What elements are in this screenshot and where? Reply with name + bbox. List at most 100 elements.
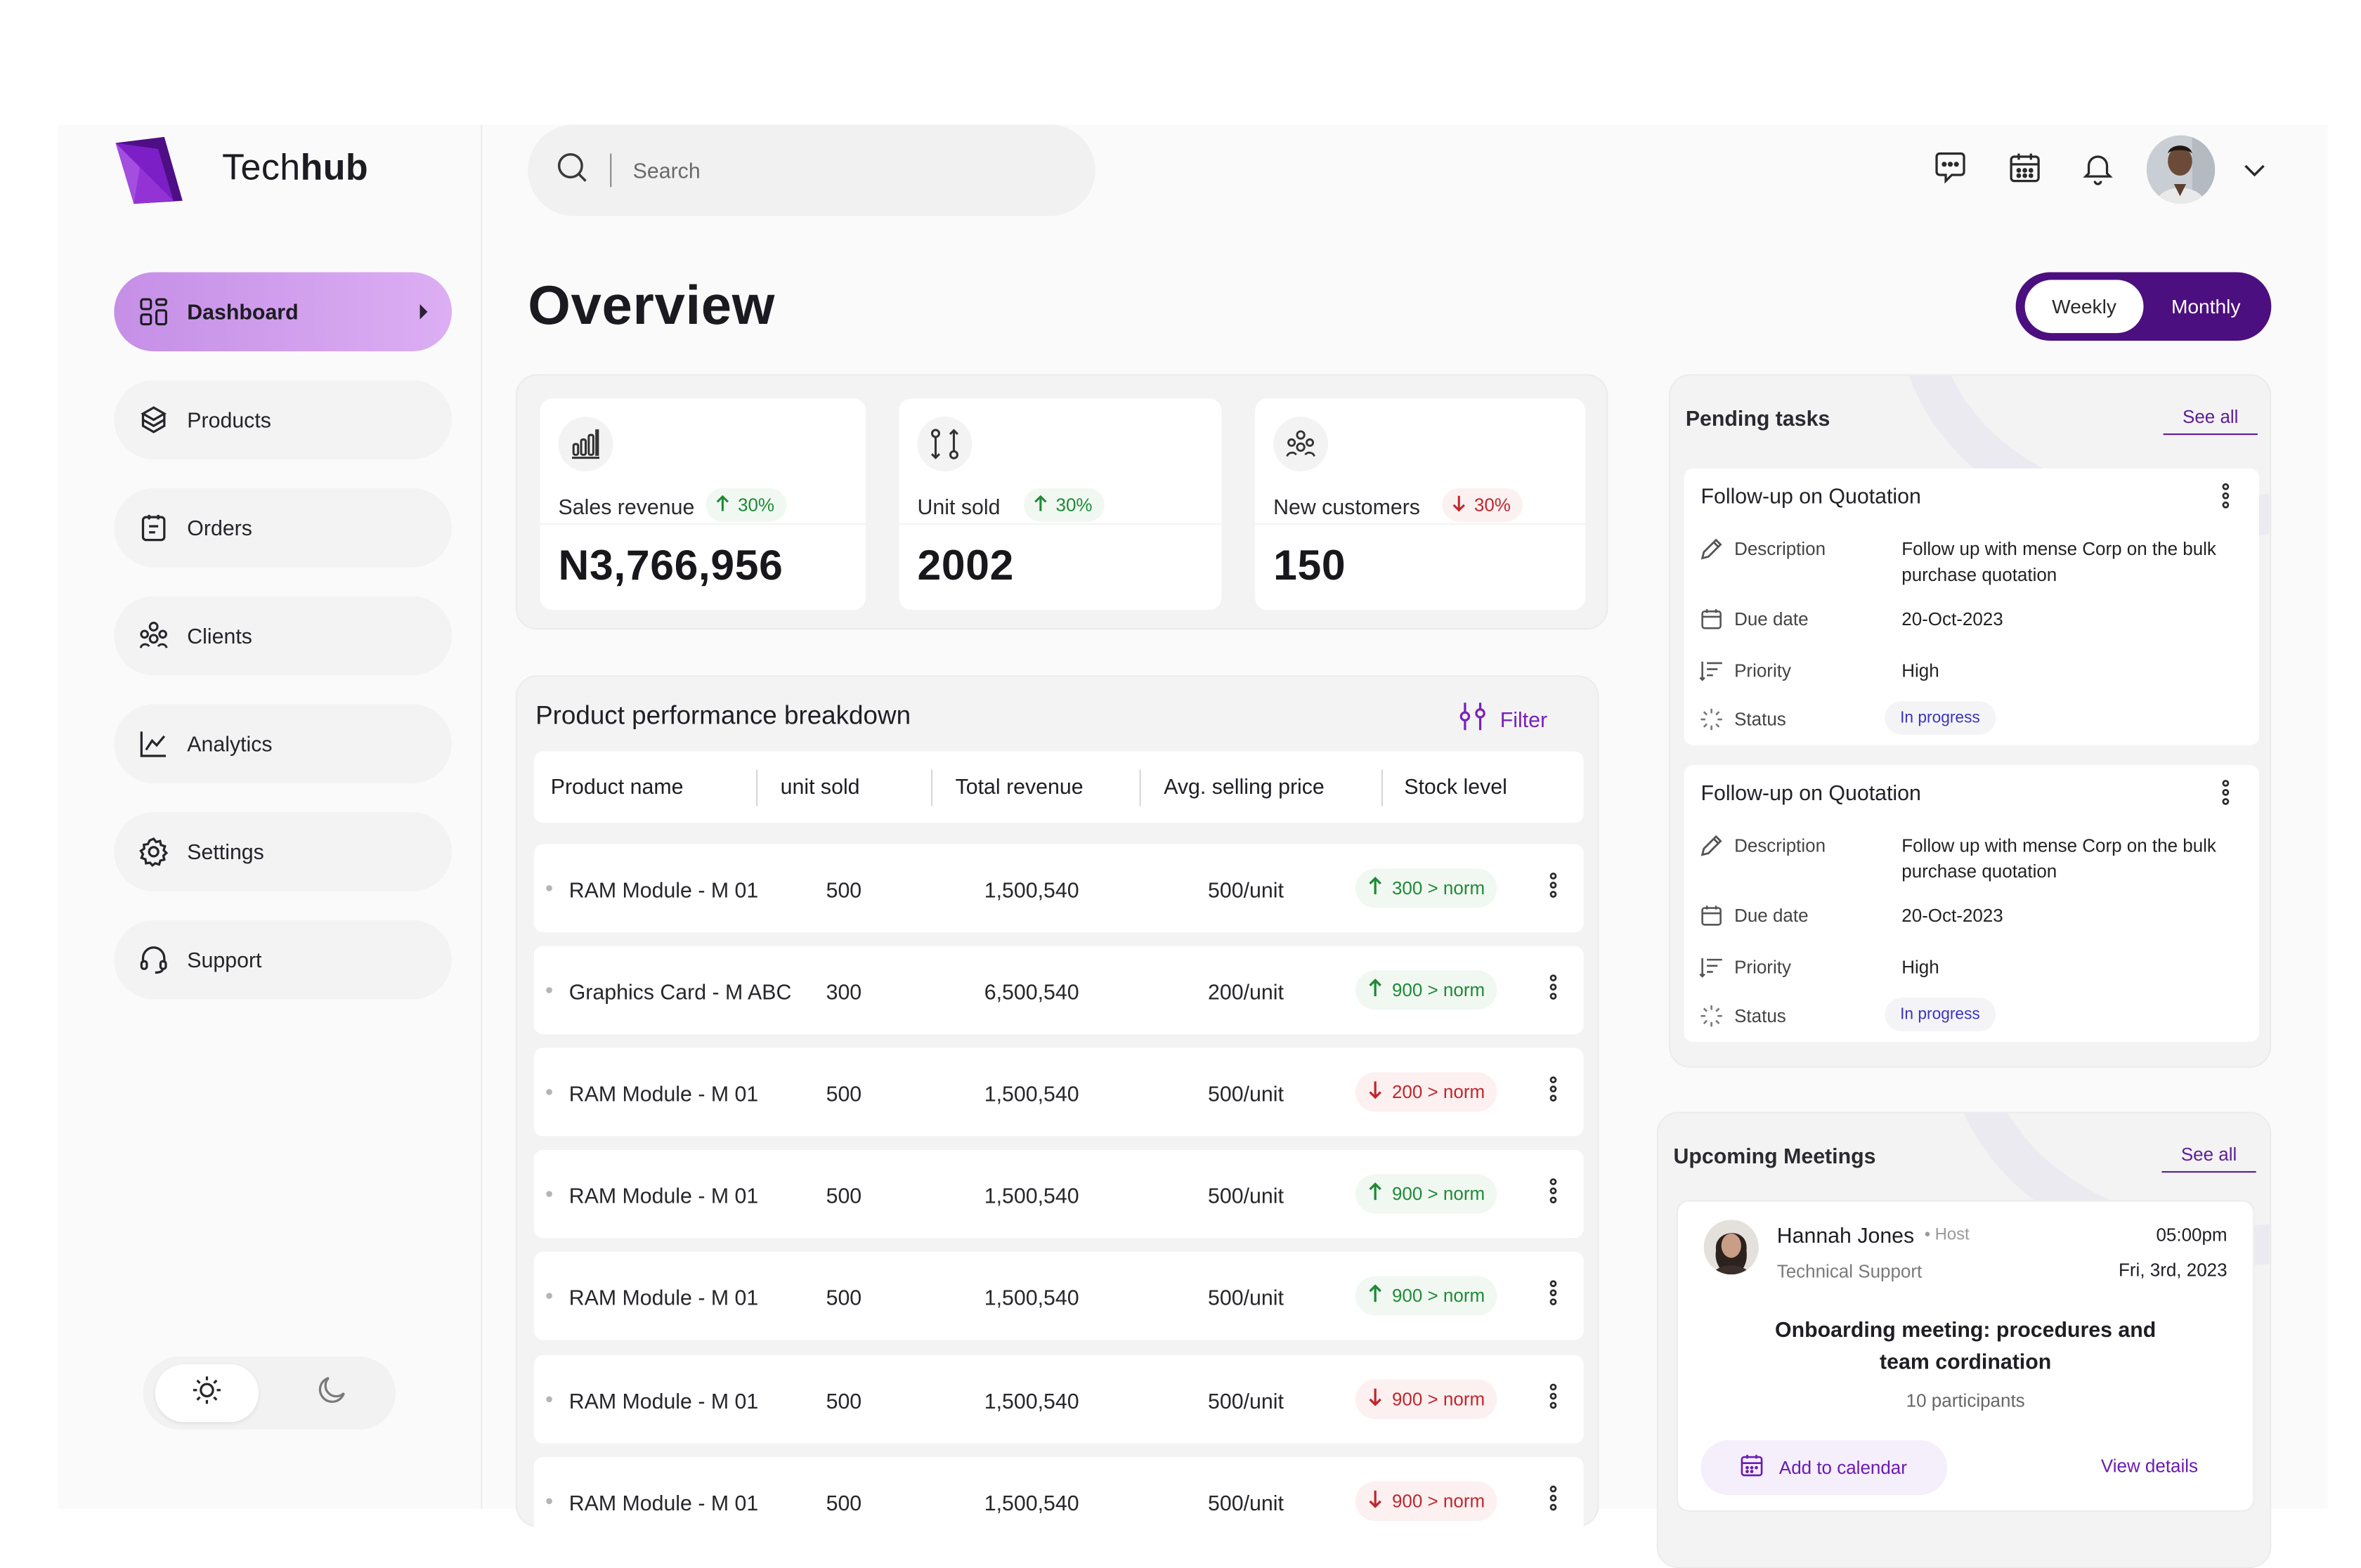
stock-level-value: 200 > norm	[1391, 1081, 1485, 1103]
chat-button[interactable]	[1932, 151, 1969, 189]
see-all-meetings-link[interactable]: See all	[2161, 1144, 2256, 1173]
sidebar-item-label: Clients	[187, 623, 252, 648]
task-status-badge: In progress	[1885, 998, 1996, 1031]
task-more-button[interactable]	[2216, 481, 2235, 516]
task-due-date: 20-Oct-2023	[1901, 608, 2003, 630]
table-header: Product name unit sold Total revenue Avg…	[533, 751, 1584, 823]
row-more-button[interactable]	[1544, 872, 1562, 903]
stock-level-badge: 900 > norm	[1355, 1379, 1497, 1419]
stat-card-unit-sold: Unit sold 30% 2002	[899, 398, 1222, 610]
sidebar-item-support[interactable]: Support	[114, 920, 453, 1000]
sliders-icon	[1457, 701, 1488, 736]
arrow-down-icon	[1367, 1489, 1383, 1514]
more-vertical-icon	[2221, 481, 2230, 516]
column-header-product-name[interactable]: Product name	[550, 773, 684, 799]
sidebar-item-products[interactable]: Products	[114, 380, 453, 459]
calendar-icon	[1699, 607, 1724, 632]
task-field-label: Description	[1734, 538, 1826, 560]
row-more-button[interactable]	[1544, 1075, 1562, 1110]
brand-name-bold: hub	[300, 148, 369, 189]
host-department: Technical Support	[1776, 1260, 1923, 1283]
product-performance-panel: Product performance breakdown Filter Pro…	[515, 675, 1599, 1546]
sidebar-item-clients[interactable]: Clients	[114, 596, 453, 676]
cell-units: 500	[826, 1388, 862, 1413]
task-title: Follow-up on Quotation	[1700, 780, 1921, 805]
add-to-calendar-button[interactable]: Add to calendar	[1700, 1440, 1948, 1496]
stat-label: Sales revenue	[558, 494, 695, 519]
notifications-button[interactable]	[2080, 152, 2116, 189]
host-name: Hannah Jones	[1776, 1222, 1915, 1248]
pencil-icon	[1699, 833, 1724, 858]
stock-level-value: 900 > norm	[1391, 979, 1485, 1001]
row-more-button[interactable]	[1544, 1177, 1562, 1209]
arrow-down-icon	[1367, 1387, 1383, 1411]
sidebar-item-label: Support	[187, 947, 262, 972]
meeting-time: 05:00pm	[2156, 1224, 2227, 1246]
column-header-unit-sold[interactable]: unit sold	[780, 773, 860, 799]
view-details-link[interactable]: View details	[2100, 1455, 2199, 1477]
table-row[interactable]: RAM Module - M 01 500 1,500,540 500/unit 900…	[533, 1457, 1584, 1546]
sidebar-item-label: Analytics	[187, 731, 273, 757]
stock-level-value: 900 > norm	[1391, 1183, 1485, 1205]
column-header-stock-level[interactable]: Stock level	[1404, 773, 1507, 799]
stat-delta-badge: 30%	[1442, 488, 1523, 522]
arrow-up-icon	[1367, 1182, 1383, 1206]
monthly-button[interactable]: Monthly	[2171, 295, 2241, 318]
arrow-down-icon	[1451, 494, 1466, 516]
search-input[interactable]	[632, 158, 1029, 183]
stock-level-value: 900 > norm	[1391, 1490, 1485, 1513]
cell-units: 500	[826, 1490, 862, 1515]
stock-level-badge: 200 > norm	[1355, 1072, 1497, 1112]
see-all-tasks-link[interactable]: See all	[2163, 406, 2258, 436]
table-row[interactable]: RAM Module - M 01 500 1,500,540 500/unit 900…	[533, 1251, 1584, 1340]
arrow-up-icon	[1367, 876, 1383, 901]
table-row[interactable]: RAM Module - M 01 500 1,500,540 500/unit 900…	[533, 1149, 1584, 1239]
dark-mode-button[interactable]	[280, 1364, 383, 1422]
calendar-button[interactable]	[2007, 152, 2043, 189]
clipboard-icon	[138, 513, 169, 543]
sidebar-item-dashboard[interactable]: Dashboard	[114, 272, 453, 352]
task-field-label: Priority	[1734, 660, 1791, 681]
stat-card-divider	[1255, 523, 1585, 525]
cell-price: 200/unit	[1208, 979, 1284, 1004]
task-card[interactable]: Follow-up on Quotation Description Follo…	[1684, 764, 2260, 1043]
filter-button[interactable]: Filter	[1457, 701, 1547, 736]
arrow-down-icon	[1367, 1080, 1383, 1104]
search-separator	[610, 153, 612, 188]
account-menu-chevron[interactable]	[2242, 158, 2267, 183]
stat-delta-value: 30%	[1055, 494, 1093, 516]
user-avatar[interactable]	[2146, 135, 2216, 204]
sidebar-item-orders[interactable]: Orders	[114, 488, 453, 568]
more-vertical-icon	[1549, 1075, 1558, 1110]
column-header-avg-selling-price[interactable]: Avg. selling price	[1164, 773, 1325, 799]
row-more-button[interactable]	[1544, 974, 1562, 1005]
row-more-button[interactable]	[1544, 1279, 1562, 1311]
stock-level-badge: 300 > norm	[1355, 868, 1497, 908]
page-title: Overview	[528, 273, 776, 337]
table-row[interactable]: RAM Module - M 01 500 1,500,540 500/unit 900…	[533, 1355, 1584, 1444]
meeting-card[interactable]: Hannah Jones • Host Technical Support 05…	[1676, 1200, 2255, 1513]
column-header-total-revenue[interactable]: Total revenue	[955, 773, 1084, 799]
cell-units: 300	[826, 979, 862, 1004]
row-bullet	[546, 1089, 552, 1095]
row-more-button[interactable]	[1544, 1383, 1562, 1414]
stat-delta-value: 30%	[1474, 494, 1511, 516]
sidebar-item-settings[interactable]: Settings	[114, 812, 453, 891]
table-row[interactable]: Graphics Card - M ABC 300 6,500,540 200/uni…	[533, 946, 1584, 1035]
arrow-up-icon	[715, 494, 731, 516]
sidebar-item-analytics[interactable]: Analytics	[114, 704, 453, 783]
cell-price: 500/unit	[1208, 1183, 1284, 1208]
cell-name: Graphics Card - M ABC	[568, 979, 792, 1004]
table-row[interactable]: RAM Module - M 01 500 1,500,540 500/unit 300…	[533, 844, 1584, 933]
more-vertical-icon	[2221, 778, 2230, 813]
weekly-button[interactable]: Weekly	[2024, 280, 2144, 334]
task-card[interactable]: Follow-up on Quotation Description Follo…	[1684, 468, 2260, 745]
light-mode-button[interactable]	[155, 1364, 259, 1423]
table-row[interactable]: RAM Module - M 01 500 1,500,540 500/unit 200…	[533, 1047, 1584, 1137]
stats-container: Sales revenue 30% N3,766,956 Unit sold 3…	[515, 374, 1608, 630]
cell-name: RAM Module - M 01	[568, 877, 759, 902]
task-more-button[interactable]	[2216, 778, 2235, 813]
row-more-button[interactable]	[1544, 1484, 1562, 1516]
line-chart-icon	[138, 729, 169, 759]
